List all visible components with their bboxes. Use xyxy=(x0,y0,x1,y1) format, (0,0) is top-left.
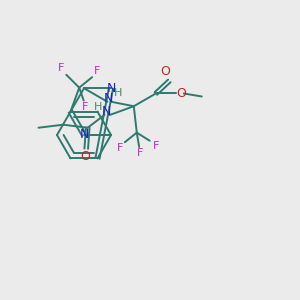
Text: N: N xyxy=(104,92,114,105)
Text: O: O xyxy=(176,87,186,100)
Text: F: F xyxy=(136,148,143,158)
Text: H: H xyxy=(114,88,122,98)
Text: N: N xyxy=(106,82,116,95)
Text: O: O xyxy=(160,65,170,78)
Text: N: N xyxy=(102,105,112,118)
Text: F: F xyxy=(116,143,123,153)
Text: N: N xyxy=(79,128,89,142)
Text: F: F xyxy=(82,102,88,112)
Text: F: F xyxy=(152,140,159,151)
Text: F: F xyxy=(94,66,101,76)
Text: H: H xyxy=(94,102,102,112)
Text: F: F xyxy=(58,63,64,73)
Text: O: O xyxy=(80,150,90,163)
